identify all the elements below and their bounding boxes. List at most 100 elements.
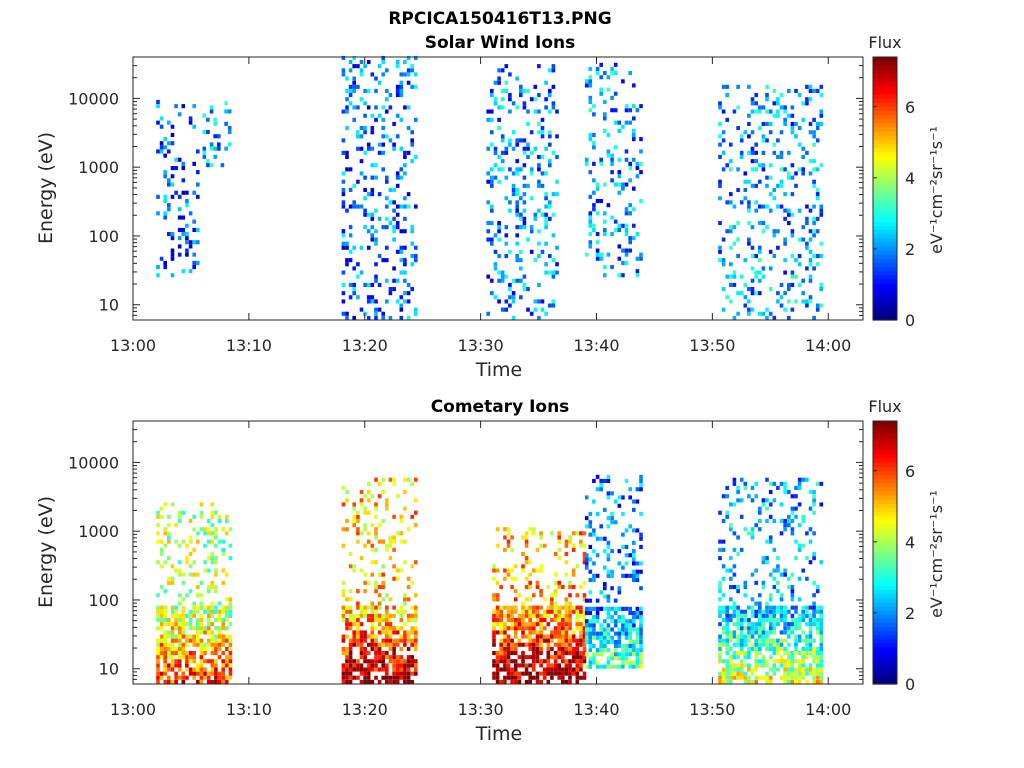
x-tick-label: 13:10 xyxy=(226,336,272,355)
flux-pixel xyxy=(206,163,210,168)
flux-pixel xyxy=(506,651,511,656)
flux-pixel xyxy=(568,601,572,606)
flux-pixel xyxy=(721,618,726,623)
flux-pixel xyxy=(392,547,396,552)
flux-pixel xyxy=(188,518,193,523)
flux-pixel xyxy=(628,495,632,500)
flux-pixel xyxy=(790,527,795,532)
flux-pixel xyxy=(522,105,527,110)
flux-pixel xyxy=(385,630,389,635)
flux-pixel xyxy=(797,254,802,259)
flux-pixel xyxy=(557,655,561,660)
colorbar-swatch xyxy=(873,490,897,496)
flux-pixel xyxy=(550,675,554,680)
flux-pixel xyxy=(214,675,218,680)
flux-pixel xyxy=(729,262,733,267)
flux-pixel xyxy=(628,648,632,653)
flux-pixel xyxy=(163,663,167,668)
flux-pixel xyxy=(553,609,558,614)
flux-pixel xyxy=(177,622,182,627)
flux-pixel xyxy=(403,601,407,606)
flux-pixel xyxy=(499,667,503,672)
flux-pixel xyxy=(503,626,507,631)
flux-pixel xyxy=(388,287,393,292)
flux-pixel xyxy=(718,671,722,676)
flux-pixel xyxy=(537,93,541,98)
flux-pixel xyxy=(495,613,500,618)
flux-pixel xyxy=(592,161,596,166)
flux-pixel xyxy=(721,494,726,499)
flux-pixel xyxy=(528,638,532,643)
flux-pixel xyxy=(729,646,733,651)
flux-pixel xyxy=(196,634,200,639)
flux-pixel xyxy=(192,514,196,519)
flux-pixel xyxy=(535,622,540,627)
flux-pixel xyxy=(392,655,396,660)
flux-pixel xyxy=(363,506,367,511)
flux-pixel xyxy=(374,163,378,168)
colorbar-swatch xyxy=(873,57,897,62)
flux-pixel xyxy=(492,609,496,614)
flux-pixel xyxy=(632,569,636,574)
flux-pixel xyxy=(170,646,175,651)
flux-pixel xyxy=(206,622,211,627)
flux-pixel xyxy=(613,598,618,603)
flux-pixel xyxy=(617,174,622,179)
flux-pixel xyxy=(385,68,389,73)
flux-pixel xyxy=(395,679,400,684)
flux-pixel xyxy=(374,311,378,316)
flux-pixel xyxy=(181,190,186,195)
flux-pixel xyxy=(214,568,218,573)
flux-pixel xyxy=(388,655,393,660)
flux-pixel xyxy=(522,175,527,180)
flux-pixel xyxy=(776,618,780,623)
flux-pixel xyxy=(156,531,160,536)
flux-pixel xyxy=(181,597,186,602)
flux-pixel xyxy=(557,609,561,614)
flux-pixel xyxy=(359,531,364,536)
flux-pixel xyxy=(497,270,501,275)
flux-pixel xyxy=(743,613,748,618)
flux-pixel xyxy=(414,618,418,623)
flux-pixel xyxy=(535,634,540,639)
flux-pixel xyxy=(725,494,729,499)
flux-pixel xyxy=(341,527,346,532)
flux-pixel xyxy=(718,655,722,660)
flux-pixel xyxy=(385,671,389,676)
flux-pixel xyxy=(797,208,802,213)
flux-pixel xyxy=(783,216,787,221)
flux-pixel xyxy=(192,527,196,532)
flux-pixel xyxy=(504,307,509,312)
flux-pixel xyxy=(528,613,532,618)
flux-pixel xyxy=(225,613,229,618)
flux-pixel xyxy=(159,642,164,647)
flux-pixel xyxy=(736,254,740,259)
flux-pixel xyxy=(528,597,532,602)
flux-pixel xyxy=(524,667,529,672)
flux-pixel xyxy=(617,619,622,624)
flux-pixel xyxy=(588,99,593,104)
flux-pixel xyxy=(613,91,618,96)
flux-pixel xyxy=(819,84,824,89)
flux-pixel xyxy=(199,642,204,647)
flux-pixel xyxy=(732,605,737,610)
flux-pixel xyxy=(765,498,769,503)
flux-pixel xyxy=(761,634,766,639)
flux-pixel xyxy=(524,585,529,590)
flux-pixel xyxy=(510,609,514,614)
flux-pixel xyxy=(217,646,222,651)
flux-pixel xyxy=(808,299,813,304)
flux-pixel xyxy=(721,518,726,523)
flux-pixel xyxy=(399,609,404,614)
flux-pixel xyxy=(588,544,593,549)
flux-pixel xyxy=(765,539,769,544)
flux-pixel xyxy=(374,605,378,610)
flux-pixel xyxy=(181,642,186,647)
flux-pixel xyxy=(521,551,525,556)
flux-pixel xyxy=(783,121,787,126)
flux-pixel xyxy=(519,278,523,283)
flux-pixel xyxy=(490,183,494,188)
flux-pixel xyxy=(805,655,809,660)
flux-pixel xyxy=(584,598,589,603)
